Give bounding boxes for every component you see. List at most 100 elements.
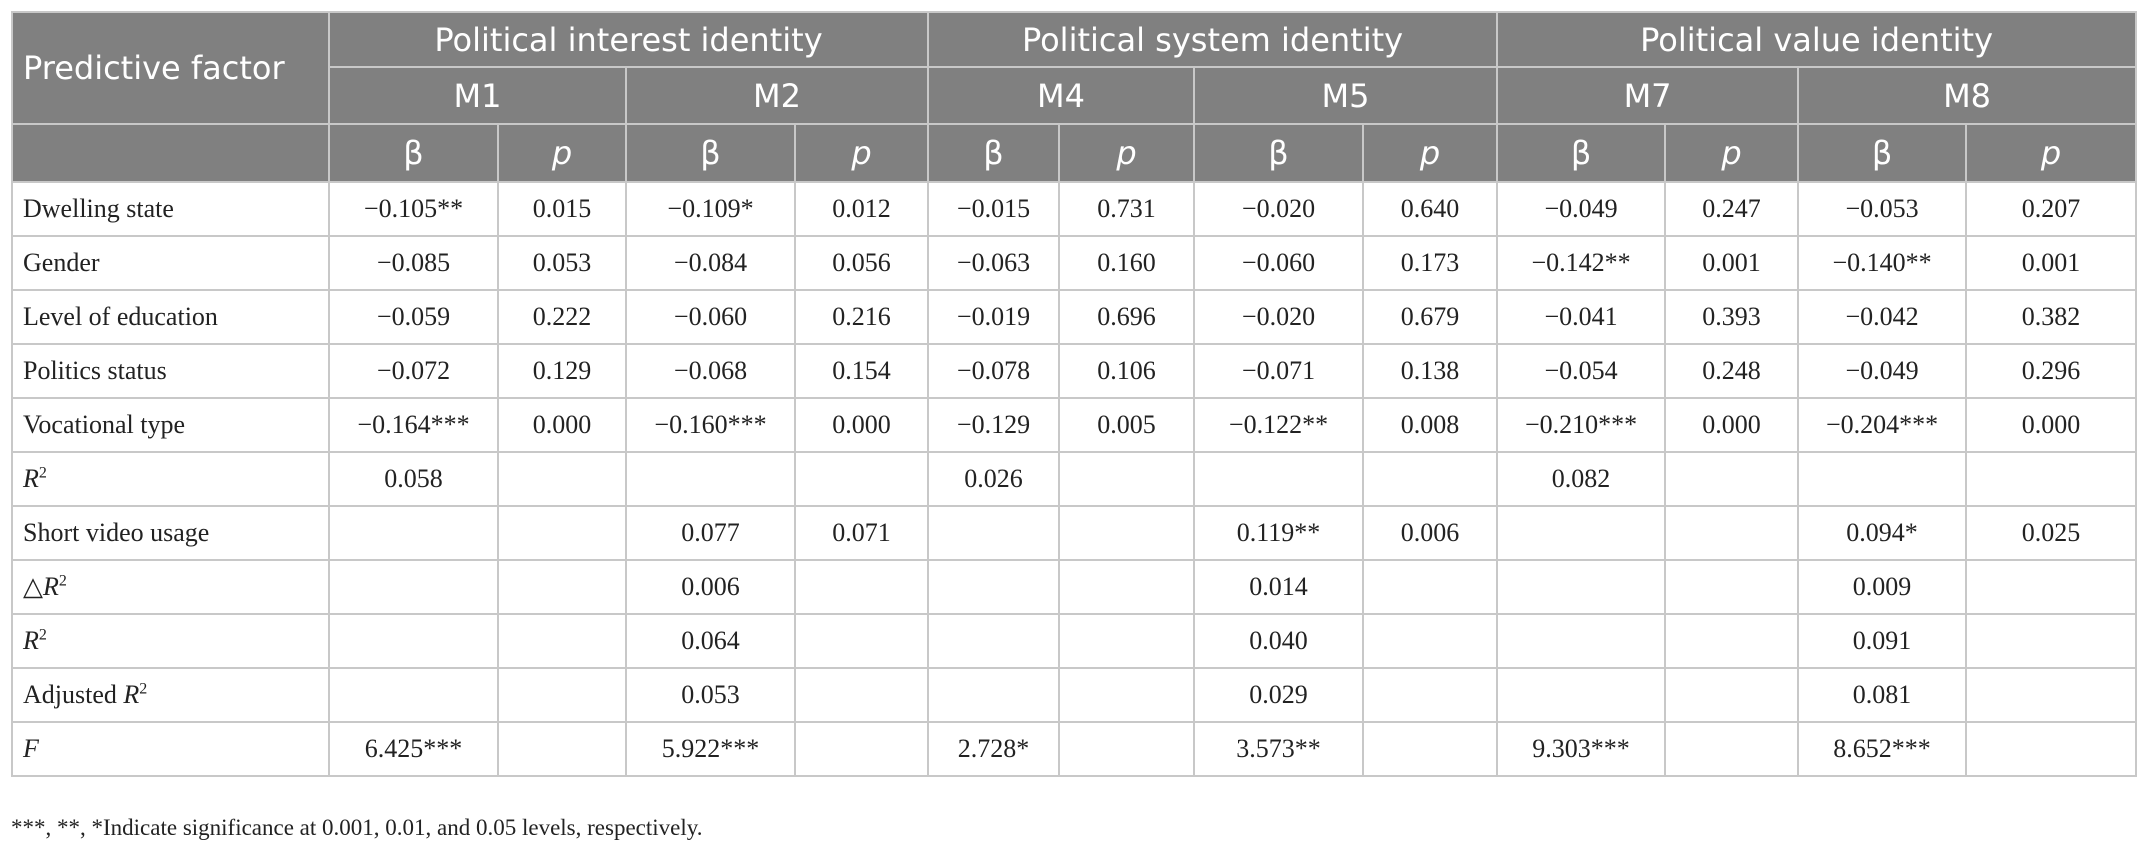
empty-cell — [625, 451, 796, 507]
row-label: Gender — [11, 235, 330, 291]
cell: −0.020 — [1193, 289, 1364, 345]
empty-cell — [1058, 721, 1195, 777]
empty-cell — [1361, 559, 1499, 615]
empty-cell — [1193, 451, 1364, 507]
data-row: Dwelling state −0.105** 0.015 −0.109* 0.012−… — [11, 181, 2138, 237]
cell: 0.077 — [625, 505, 796, 561]
cell: 0.009 — [1797, 559, 1968, 615]
empty-cell — [927, 667, 1060, 723]
data-row: R2 0.058 0.026 0.082 — [11, 451, 2138, 507]
p-header: p — [497, 123, 627, 183]
label-symbol: R — [23, 464, 39, 493]
row-label: Vocational type — [11, 397, 330, 453]
empty-cell — [794, 721, 929, 777]
beta-header: β — [328, 123, 499, 183]
cell: 0.247 — [1664, 181, 1800, 237]
p-header: p — [1058, 123, 1195, 183]
footnote: ***, **, *Indicate significance at 0.001… — [11, 815, 703, 840]
data-row: Vocational type −0.164*** 0.000 −0.160*** 0.… — [11, 397, 2138, 453]
cell: −0.041 — [1496, 289, 1667, 345]
data-row: Politics status −0.072 0.129 −0.068 0.154 −0.… — [11, 343, 2138, 399]
data-row: R2 0.064 0.040 0.091 — [11, 613, 2138, 669]
cell: 0.064 — [625, 613, 796, 669]
cell: 0.248 — [1664, 343, 1800, 399]
cell: 0.001 — [1664, 235, 1800, 291]
row-label: Dwelling state — [11, 181, 330, 237]
label-superscript: 2 — [58, 572, 67, 590]
empty-cell — [1664, 451, 1800, 507]
cell: 0.091 — [1797, 613, 1968, 669]
cell: 0.000 — [1664, 397, 1800, 453]
empty-cell — [497, 505, 627, 561]
empty-cell — [794, 559, 929, 615]
label-superscript: 2 — [38, 464, 47, 482]
cell: 0.000 — [497, 397, 627, 453]
empty-cell — [1664, 613, 1800, 669]
empty-cell — [1965, 613, 2138, 669]
model-header: M1 — [328, 66, 627, 125]
cell: 0.173 — [1361, 235, 1499, 291]
cell: 0.015 — [497, 181, 627, 237]
results-table: Predictive factor Political interest iden… — [11, 11, 2138, 777]
cell: −0.059 — [328, 289, 499, 345]
cell: 0.029 — [1193, 667, 1364, 723]
empty-cell — [1058, 505, 1195, 561]
cell: 0.207 — [1965, 181, 2138, 237]
cell: 0.382 — [1965, 289, 2138, 345]
beta-header: β — [1797, 123, 1968, 183]
p-label: p — [1116, 134, 1137, 172]
cell: 0.008 — [1361, 397, 1499, 453]
empty-cell — [1361, 667, 1499, 723]
label-symbol: R — [123, 680, 140, 709]
empty-cell — [927, 505, 1060, 561]
model-header: M5 — [1192, 66, 1499, 125]
model-header: M4 — [927, 66, 1195, 125]
cell: 9.303*** — [1496, 721, 1667, 777]
empty-cell — [1664, 721, 1800, 777]
cell: −0.085 — [328, 235, 499, 291]
cell: −0.129 — [927, 397, 1060, 453]
header-row: M1 M2 M4 M5 M7 M8 — [12, 66, 2138, 125]
p-label: p — [551, 134, 573, 172]
empty-cell — [1664, 559, 1800, 615]
cell: −0.109* — [625, 181, 796, 237]
row-label: Level of education — [11, 289, 330, 345]
cell: −0.210*** — [1496, 397, 1667, 453]
cell: 0.679 — [1361, 289, 1499, 345]
empty-cell — [1361, 451, 1499, 507]
empty-cell — [328, 505, 499, 561]
cell: −0.072 — [328, 343, 499, 399]
cell: 0.081 — [1797, 667, 1968, 723]
label-superscript: 2 — [38, 626, 47, 644]
cell: −0.019 — [927, 289, 1060, 345]
cell: 0.640 — [1361, 181, 1499, 237]
empty-cell — [1664, 505, 1800, 561]
cell: 0.000 — [794, 397, 929, 453]
cell: 0.040 — [1193, 613, 1364, 669]
group-header: Political value identity — [1496, 11, 2138, 68]
cell: 6.425*** — [328, 721, 499, 777]
cell: 0.001 — [1965, 235, 2138, 291]
cell: 0.000 — [1965, 397, 2138, 453]
cell: −0.054 — [1496, 343, 1667, 399]
cell: −0.049 — [1496, 181, 1667, 237]
empty-cell — [1797, 451, 1968, 507]
group-header: Political interest identity — [328, 11, 929, 68]
cell: −0.060 — [625, 289, 796, 345]
empty-cell — [497, 451, 627, 507]
label-prefix: △ — [23, 572, 43, 601]
empty-cell — [1058, 613, 1195, 669]
cell: 3.573** — [1193, 721, 1364, 777]
cell: −0.063 — [927, 235, 1060, 291]
data-row: Gender −0.085 0.053 −0.084 0.056 −0.063 0.160−… — [11, 235, 2138, 291]
label-prefix: Adjusted — [23, 680, 124, 709]
empty-cell — [497, 721, 627, 777]
cell: 0.006 — [1361, 505, 1499, 561]
row-label: Adjusted R2 — [11, 667, 330, 723]
empty-cell — [1664, 667, 1800, 723]
cell: 0.696 — [1058, 289, 1195, 345]
empty-cell — [328, 613, 499, 669]
p-header: p — [1965, 123, 2138, 183]
empty-cell — [1361, 613, 1499, 669]
